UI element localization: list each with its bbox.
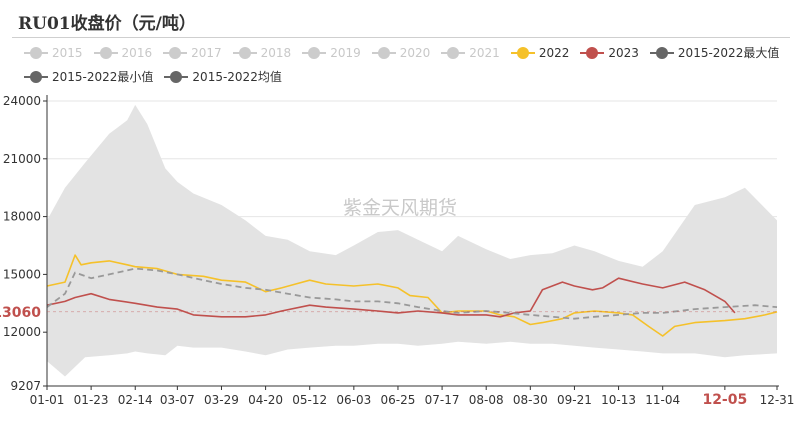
y-tick-label: 24000 [3,94,41,108]
y-tick-label: 12000 [3,325,41,339]
legend-marker-icon [164,71,189,83]
x-tick-labels: 01-01 01-23 02-14 03-07 03-29 04-20 05-12 06-03… [30,386,795,408]
legend-label: 2018 [260,46,292,60]
chart-legend: 2015 2016 2017 2018 2019 2020 2021 2022 2023 2015… [24,42,794,90]
x-tick-label: 01-01 [30,393,65,407]
legend-label: 2020 [399,46,431,60]
legend-marker-icon [24,47,48,59]
x-tick-label: 03-29 [204,393,239,407]
x-tick-label: 01-23 [74,393,109,407]
series-line-2015-2022均值 [46,267,778,320]
x-tick-label: 04-20 [248,393,283,407]
x-tick-label: 12-31 [760,393,795,407]
legend-marker-icon [163,47,188,59]
x-tick-label: 08-30 [513,393,548,407]
legend-label: 2015 [52,46,83,60]
legend-marker-icon [302,47,327,59]
legend-label: 2015-2022均值 [192,70,282,84]
legend-label: 2021 [469,46,500,60]
legend-label: 2015-2022最大值 [677,46,780,60]
legend-label: 2019 [330,46,361,60]
x-tick-label: 06-03 [336,393,371,407]
legend-marker-icon [441,47,466,59]
series-line-2023 [46,277,736,318]
x-tick-label: 07-17 [425,393,460,407]
x-tick-label: 05-12 [292,393,327,407]
legend-item[interactable]: 2023 [580,42,639,64]
series-lines [46,254,778,337]
legend-marker-icon [232,47,257,59]
legend-item[interactable]: 2019 [302,42,361,64]
y-tick-label: 18000 [3,210,41,224]
legend-item[interactable]: 2016 [93,42,153,64]
y-tick-label: 9207 [10,379,41,393]
range-band [47,104,777,377]
legend-marker-icon [510,47,535,59]
legend-marker-icon [649,47,674,59]
legend-marker-icon [580,47,605,59]
axes [46,95,779,387]
max-min-band [47,104,777,377]
title-divider [12,37,790,38]
legend-label: 2015-2022最小值 [52,70,154,84]
x-tick-label: 08-08 [469,393,504,407]
y-tick-labels: 9207 12000 15000 18000 21000 24000 [3,94,47,393]
legend-item[interactable]: 2020 [371,42,431,64]
x-tick-label: 11-04 [645,393,680,407]
y-tick-label: 15000 [3,267,41,281]
legend-label: 2017 [191,46,222,60]
y-tick-label: 21000 [3,152,41,166]
legend-marker-icon [371,47,396,59]
x-tick-label-highlight: 12-05 [702,392,747,408]
legend-item[interactable]: 2018 [232,42,292,64]
x-tick-label: 02-14 [118,393,153,407]
legend-item[interactable]: 2015-2022最大值 [649,42,780,64]
legend-item[interactable]: 2015-2022均值 [164,66,282,88]
legend-item[interactable]: 2015-2022最小值 [24,66,153,88]
series-line-2022 [46,254,778,337]
legend-item[interactable]: 2015 [24,42,83,64]
legend-marker-icon [24,71,48,83]
legend-item[interactable]: 2021 [441,42,500,64]
legend-item[interactable]: 2022 [510,42,570,64]
legend-label: 2016 [121,46,153,60]
legend-marker-icon [93,47,118,59]
x-tick-label: 09-21 [557,393,592,407]
legend-item[interactable]: 2017 [163,42,222,64]
chart-title: RU01收盘价（元/吨） [18,14,196,34]
legend-label: 2023 [608,46,639,60]
legend-label: 2022 [538,46,570,60]
x-tick-label: 06-25 [381,393,416,407]
x-tick-label: 10-13 [601,393,636,407]
x-tick-label: 03-07 [160,393,195,407]
watermark: 紫金天风期货 [343,197,457,219]
